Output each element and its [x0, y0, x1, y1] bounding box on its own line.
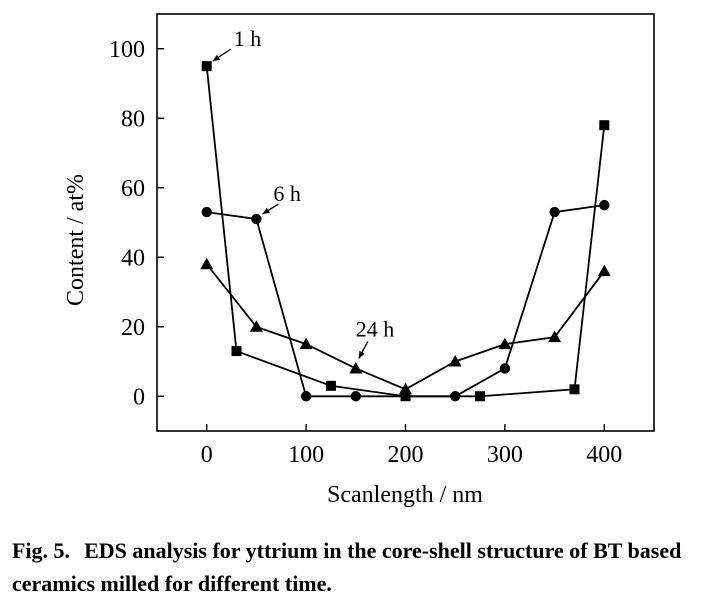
annotation-arrowhead [358, 350, 365, 359]
x-tick-label: 400 [586, 442, 622, 468]
square-marker [325, 380, 336, 391]
plot-frame [156, 13, 655, 432]
circle-marker [201, 206, 212, 218]
y-tick-label: 0 [133, 384, 145, 410]
circle-marker [599, 199, 610, 211]
series-annotations: 1 h 6 h 24 h [212, 26, 395, 359]
circle-marker [350, 391, 361, 402]
y-tick-label: 40 [121, 245, 145, 271]
circle-marker [450, 391, 461, 402]
square-marker [569, 384, 580, 395]
circle-marker [499, 363, 511, 374]
series-line-6h [206, 204, 605, 398]
circle-marker [251, 213, 262, 225]
x-tick-label: 0 [201, 442, 213, 468]
triangle-marker [399, 382, 412, 395]
figure-caption: Fig. 5. EDS analysis for yttrium in the c… [12, 534, 702, 600]
triangle-marker [200, 257, 214, 270]
series-lines [205, 66, 606, 398]
circle-marker [549, 206, 560, 218]
y-axis-label: Content / at% [63, 174, 89, 306]
y-tick-label: 20 [121, 315, 145, 341]
y-tick-label: 80 [121, 106, 145, 132]
y-axis-ticks: 0 20 40 60 80 100 [109, 37, 164, 410]
y-tick-label: 100 [109, 37, 145, 63]
triangle-marker [448, 355, 462, 367]
series-line-1h [205, 66, 606, 398]
series-markers [200, 61, 611, 402]
x-axis-label: Scanlength / nm [327, 482, 483, 508]
x-tick-label: 100 [288, 442, 324, 468]
triangle-marker [548, 330, 562, 343]
square-marker [475, 391, 486, 402]
caption-label: Fig. 5. [12, 538, 71, 563]
square-marker [400, 391, 411, 402]
x-tick-label: 200 [388, 442, 424, 468]
triangle-marker [498, 337, 512, 350]
series-line-24h [205, 263, 606, 391]
y-tick-label: 60 [121, 176, 145, 202]
series-annotation-label: 24 h [356, 316, 395, 341]
caption-text: EDS analysis for yttrium in the core-she… [12, 538, 682, 596]
series-annotation-label: 6 h [273, 181, 301, 206]
annotation-arrowhead [262, 207, 270, 215]
triangle-marker [597, 264, 611, 277]
square-marker [599, 120, 610, 131]
circle-marker [300, 391, 312, 402]
series-annotation-label: 1 h [234, 26, 262, 51]
annotation-arrowhead [212, 54, 221, 62]
x-tick-label: 300 [487, 442, 523, 468]
square-marker [201, 61, 212, 72]
x-axis-ticks: 0 100 200 300 400 [201, 424, 622, 468]
square-marker [231, 346, 242, 357]
eds-line-chart: 0 20 40 60 80 100 0 100 200 300 400 1 h 6 h 24 h Sc… [63, 13, 655, 508]
triangle-marker [249, 320, 263, 332]
triangle-marker [299, 337, 313, 350]
triangle-marker [349, 361, 363, 374]
